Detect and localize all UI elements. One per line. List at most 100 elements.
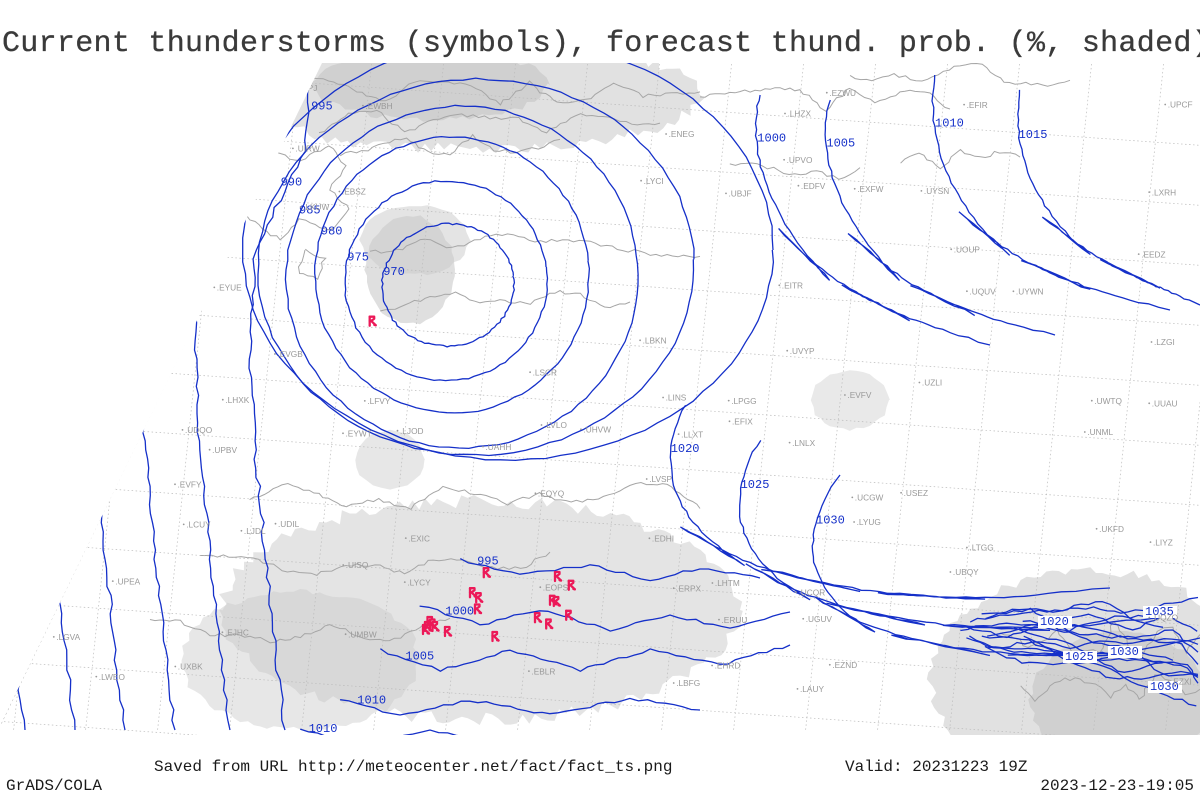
svg-text:.UWTQ: .UWTQ: [1094, 396, 1122, 406]
svg-text:.ERPX: .ERPX: [676, 583, 701, 593]
svg-text:.UUAU: .UUAU: [1152, 399, 1178, 409]
svg-text:.UQZO: .UQZO: [1152, 613, 1179, 623]
svg-text:.LCIQ: .LCIQ: [153, 94, 175, 104]
svg-text:.UXBK: .UXBK: [178, 662, 203, 672]
svg-text:.LINS: .LINS: [666, 393, 687, 403]
svg-text:.EFIX: .EFIX: [732, 417, 753, 427]
svg-text:995: 995: [477, 555, 499, 569]
svg-text:.EJHC: .EJHC: [225, 628, 249, 638]
svg-text:1020: 1020: [671, 442, 700, 456]
svg-text:.EXIC: .EXIC: [408, 533, 430, 543]
svg-text:.LQBH: .LQBH: [52, 325, 77, 335]
svg-text:.EVFY: .EVFY: [178, 480, 202, 490]
svg-text:.EZWU: .EZWU: [829, 88, 856, 98]
svg-text:.ERUU: .ERUU: [722, 615, 748, 625]
svg-text:.LEJQ: .LEJQ: [42, 446, 66, 456]
svg-text:.UAHH: .UAHH: [486, 442, 512, 452]
svg-text:.LAUY: .LAUY: [800, 684, 824, 694]
svg-text:.UDQO: .UDQO: [185, 425, 213, 435]
svg-text:.UNML: .UNML: [1087, 427, 1113, 437]
svg-text:.UISQ: .UISQ: [346, 560, 369, 570]
svg-text:.UGUV: .UGUV: [806, 614, 833, 624]
svg-text:.LXRH: .LXRH: [1152, 187, 1176, 197]
svg-text:.EEDZ: .EEDZ: [1141, 249, 1165, 259]
svg-text:.UPBV: .UPBV: [212, 445, 237, 455]
svg-text:.UMBW: .UMBW: [348, 629, 377, 639]
svg-text:1015: 1015: [1019, 128, 1048, 142]
svg-text:.LJDL: .LJDL: [244, 526, 266, 536]
svg-text:.LHTM: .LHTM: [715, 578, 740, 588]
svg-text:.EOPS: .EOPS: [543, 582, 569, 592]
svg-text:980: 980: [321, 225, 343, 239]
svg-text:.UDKE: .UDKE: [110, 150, 136, 160]
svg-text:.LGVA: .LGVA: [56, 632, 80, 642]
svg-text:.UBJF: .UBJF: [729, 189, 752, 199]
svg-text:975: 975: [347, 250, 369, 264]
svg-text:.EGHE: .EGHE: [62, 471, 88, 481]
svg-text:.LLXT: .LLXT: [681, 429, 703, 439]
svg-text:.EXFW: .EXFW: [857, 184, 883, 194]
svg-text:1010: 1010: [68, 102, 97, 116]
svg-text:.UDIL: .UDIL: [278, 519, 300, 529]
svg-text:1005: 1005: [826, 137, 855, 151]
svg-text:.EEPJ: .EEPJ: [294, 83, 317, 93]
svg-text:1020: 1020: [13, 102, 42, 116]
svg-text:.LPGG: .LPGG: [731, 396, 756, 406]
svg-text:1005: 1005: [405, 649, 434, 663]
svg-text:.UCQR: .UCQR: [799, 587, 826, 597]
svg-text:.UZLI: .UZLI: [922, 378, 942, 388]
svg-text:.UQUV: .UQUV: [969, 286, 996, 296]
svg-text:.EBSZ: .EBSZ: [342, 187, 366, 197]
svg-text:.LSCR: .LSCR: [533, 367, 557, 377]
svg-text:1010: 1010: [309, 722, 338, 736]
svg-text:.UYWN: .UYWN: [1016, 287, 1044, 297]
svg-text:.EFIR: .EFIR: [967, 100, 988, 110]
svg-text:.UOUP: .UOUP: [954, 245, 981, 255]
svg-text:.LCUY: .LCUY: [186, 520, 211, 530]
svg-text:.LVSP: .LVSP: [649, 474, 672, 484]
svg-text:.LWEO: .LWEO: [99, 672, 126, 682]
svg-text:.LXWD: .LXWD: [100, 430, 126, 440]
svg-text:1010: 1010: [935, 117, 964, 131]
svg-text:.ENEG: .ENEG: [669, 129, 695, 139]
svg-text:1030: 1030: [816, 513, 845, 527]
svg-text:.EVEE: .EVEE: [228, 195, 253, 205]
svg-text:.LHXK: .LHXK: [225, 395, 249, 405]
svg-text:.LFVY: .LFVY: [367, 396, 391, 406]
svg-text:.UKFD: .UKFD: [1099, 524, 1124, 534]
svg-text:.EZND: .EZND: [832, 660, 857, 670]
svg-text:.LZGI: .LZGI: [1154, 337, 1175, 347]
svg-text:.LJNT: .LJNT: [95, 291, 117, 301]
svg-text:.UPVO: .UPVO: [787, 155, 813, 165]
svg-text:.UFTP: .UFTP: [93, 328, 117, 338]
svg-text:.UHVW: .UHVW: [583, 425, 611, 435]
svg-text:.EYUE: .EYUE: [217, 283, 242, 293]
svg-text:.LJOD: .LJOD: [400, 426, 424, 436]
svg-text:1025: 1025: [1065, 650, 1094, 664]
svg-text:.UYSN: .UYSN: [924, 186, 949, 196]
svg-text:.UBQY: .UBQY: [953, 567, 979, 577]
svg-text:.UPEA: .UPEA: [115, 576, 140, 586]
svg-text:.LYUG: .LYUG: [857, 517, 881, 527]
svg-text:.LIYZ: .LIYZ: [1153, 537, 1173, 547]
svg-text:1010: 1010: [357, 694, 386, 708]
svg-text:995: 995: [311, 100, 333, 114]
svg-text:1025: 1025: [741, 478, 770, 492]
svg-text:.LYCI: .LYCI: [644, 176, 664, 186]
svg-text:.UGDC: .UGDC: [49, 303, 76, 313]
svg-text:1000: 1000: [445, 605, 474, 619]
svg-text:.LNLX: .LNLX: [792, 438, 816, 448]
svg-text:.LVLO: .LVLO: [544, 420, 567, 430]
svg-text:.EVFV: .EVFV: [847, 390, 871, 400]
svg-text:.EDHI: .EDHI: [652, 534, 674, 544]
svg-text:.LBFG: .LBFG: [676, 678, 700, 688]
svg-text:1030: 1030: [1110, 645, 1139, 659]
svg-text:.EYWT: .EYWT: [346, 429, 372, 439]
svg-text:.LKUW: .LKUW: [303, 202, 329, 212]
svg-text:.UIRW: .UIRW: [295, 144, 319, 154]
svg-text:970: 970: [383, 265, 405, 279]
svg-text:.LTGG: .LTGG: [969, 543, 993, 553]
svg-text:.LHZX: .LHZX: [788, 109, 812, 119]
svg-text:990: 990: [281, 176, 303, 190]
svg-text:.LUHF: .LUHF: [38, 138, 62, 148]
